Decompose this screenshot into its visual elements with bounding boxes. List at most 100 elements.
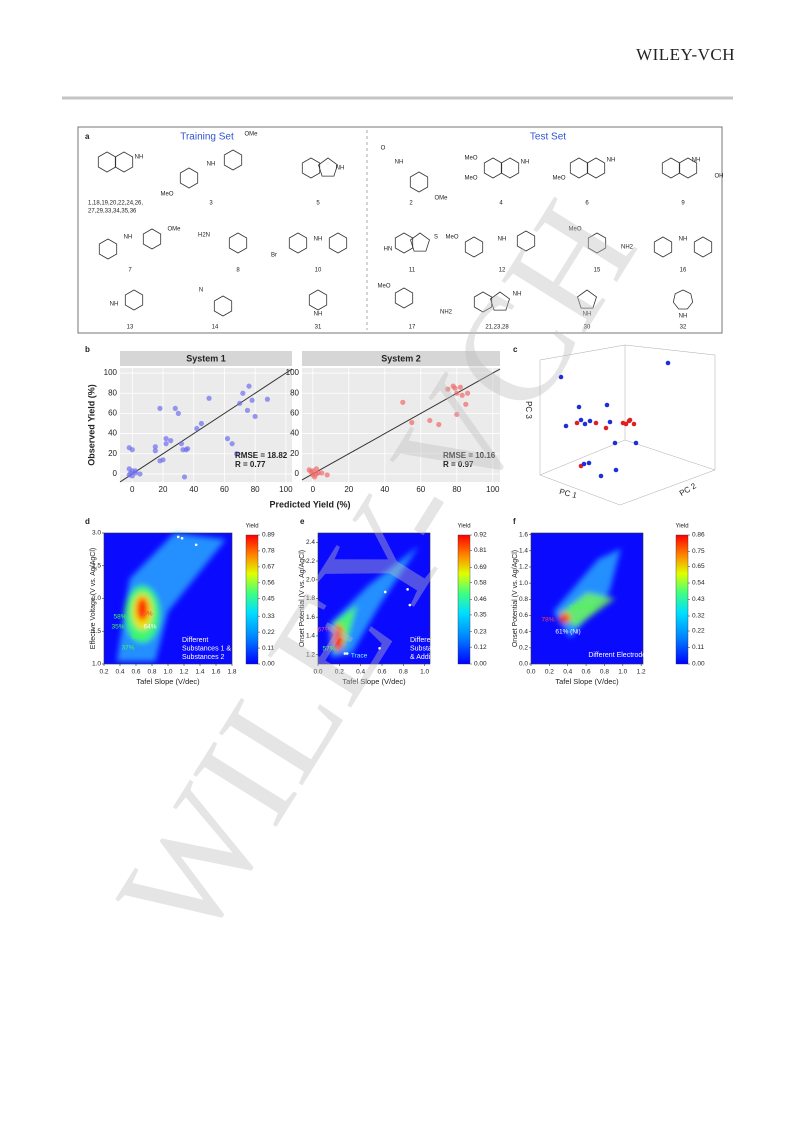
x-tick-label: 100 [486, 485, 500, 494]
data-point [452, 385, 458, 391]
pca-point [558, 374, 564, 380]
data-point [454, 390, 460, 396]
data-point [137, 471, 143, 477]
panel-a-frame [77, 126, 723, 334]
atom-label: MeO [464, 176, 477, 182]
axis-box-edge [624, 344, 716, 356]
pca-point [627, 417, 633, 423]
y-tick-label: 0.4 [519, 628, 528, 635]
y-tick-label: 0.8 [519, 596, 528, 603]
data-point [252, 413, 258, 420]
atom-label: Br [271, 253, 277, 259]
data-point [163, 436, 169, 442]
panel-letter: a [85, 132, 90, 141]
atom-label: N [199, 288, 203, 294]
x-tick-label: 100 [279, 485, 293, 494]
x-axis-label: Predicted Yield (%) [269, 499, 350, 509]
atom-label: MeO [552, 176, 565, 182]
x-tick-label: 0.0 [526, 669, 535, 676]
atom-label: NH [692, 158, 701, 164]
data-point [168, 438, 174, 444]
ring [228, 232, 248, 254]
pc-axis-label: PC 2 [678, 481, 698, 498]
compound-id: 11 [409, 268, 416, 274]
data-point [198, 420, 204, 427]
colorbar-tick-label: 0.75 [692, 548, 705, 555]
pca-point [623, 421, 629, 427]
ring [661, 157, 681, 179]
yield-annotation: 67% [317, 627, 330, 634]
heatmap-field [116, 533, 226, 662]
atom-label: NH [336, 166, 345, 172]
yield-annotation: 61% (Ni) [555, 629, 580, 636]
x-tick-label: 40 [380, 485, 389, 494]
pca-point [581, 461, 587, 467]
condition-label: Substances 2 [182, 654, 225, 661]
data-point [229, 441, 235, 447]
y-tick-label: 1.6 [306, 614, 315, 621]
sample-dot [343, 652, 347, 655]
yield-annotation: 57% [322, 646, 335, 653]
ring [213, 295, 233, 317]
ring [569, 157, 589, 179]
data-point [178, 441, 185, 447]
atom-label: NH [607, 158, 616, 164]
compound-id: 21,23,28 [485, 325, 509, 331]
yield-annotation: 50% [131, 634, 144, 641]
pca-point [587, 418, 593, 424]
pca-point [612, 440, 618, 446]
x-axis-label: Tafel Slope (V/dec) [342, 677, 406, 686]
y-tick-label: 20 [290, 449, 299, 458]
atom-label: H2N [198, 233, 210, 239]
field-core [332, 624, 344, 651]
sample-dot [180, 536, 184, 540]
compound-id: 15 [594, 268, 601, 274]
atom-label: NH [124, 235, 133, 241]
data-point [132, 470, 138, 476]
identity-line [119, 368, 293, 483]
panel-letter: c [513, 345, 518, 354]
sample-dot [383, 590, 387, 594]
data-point [157, 458, 163, 464]
x-tick-label: 1.0 [163, 669, 172, 676]
compound-id: 10 [315, 268, 322, 274]
y-tick-label: 0.6 [519, 612, 528, 619]
ring [288, 232, 308, 254]
x-tick-label: 1.2 [179, 669, 188, 676]
ring [223, 149, 243, 171]
pca-point [578, 417, 584, 423]
sample-dot [408, 603, 412, 607]
colorbar-tick-label: 0.86 [692, 532, 705, 539]
ring [500, 157, 520, 179]
y-tick-label: 80 [108, 388, 117, 397]
compound-id: 9 [681, 201, 685, 207]
yield-annotation: 60% [139, 611, 152, 618]
ring [653, 236, 673, 258]
x-tick-label: 0.6 [131, 669, 140, 676]
chart-header [120, 351, 292, 366]
compound-id: 13 [127, 325, 134, 331]
yield-annotation: 74% (Ti) [569, 605, 593, 612]
data-point [152, 444, 158, 450]
data-point [249, 397, 255, 403]
compound-id: 30 [584, 325, 591, 331]
data-point [172, 405, 178, 411]
data-point [315, 470, 321, 476]
colorbar-tick-label: 0.58 [474, 579, 487, 586]
heatmap-field [329, 546, 419, 658]
ring [490, 291, 510, 311]
sample-dot [194, 543, 198, 547]
y-tick-label: 40 [290, 429, 299, 438]
pca-point [665, 360, 671, 366]
field-region [559, 591, 615, 628]
y-tick-label: 0 [113, 469, 118, 478]
data-point [409, 419, 415, 426]
ring [98, 238, 118, 260]
panel-letter: b [85, 345, 90, 354]
yield-annotation: 64% [143, 624, 156, 631]
atom-label: NH [314, 312, 323, 318]
y-tick-label: 20 [108, 449, 117, 458]
y-tick-label: 1.2 [306, 651, 315, 658]
pca-point [603, 425, 609, 431]
ring [464, 236, 484, 258]
